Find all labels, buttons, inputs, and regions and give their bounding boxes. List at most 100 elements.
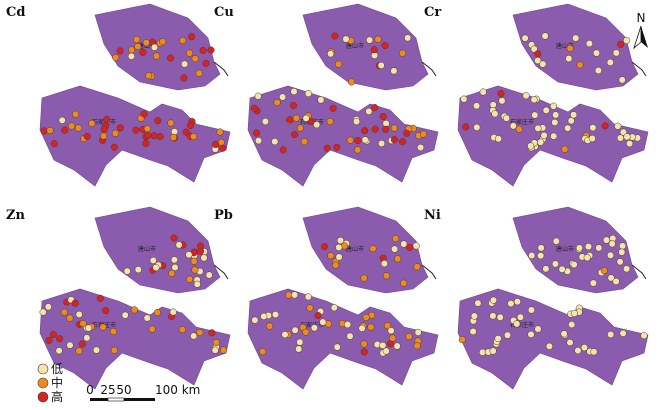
sample-point [381,42,389,50]
city-label: 石家庄市 [300,321,324,329]
sample-point [302,328,310,336]
sample-point [570,111,578,119]
sample-point [566,338,574,347]
sample-point [142,139,150,147]
sample-point [489,312,497,320]
sample-point [61,126,69,134]
sample-point [291,326,299,334]
sample-point [595,244,603,252]
sample-point [66,341,74,349]
sample-point [540,131,548,139]
sample-point [186,121,195,130]
sample-point [102,307,110,315]
sample-point [302,114,310,122]
sample-point [180,74,188,82]
sample-point [208,329,216,337]
city-label: 唐山市 [346,42,364,50]
sample-point [205,271,213,279]
sample-point [68,122,76,130]
sample-point [354,146,362,154]
north-arrow-shape [633,25,642,50]
sample-point [253,129,261,137]
sample-point [400,279,408,287]
sample-point [382,125,390,133]
sample-point [191,55,199,63]
sample-point [331,32,339,40]
sample-point [530,96,538,104]
sample-point [329,104,337,112]
sample-point [607,274,615,282]
sample-point [261,117,269,126]
sample-point [179,36,187,45]
sample-point [344,321,352,329]
sample-point [103,115,111,123]
sample-point [99,323,107,331]
sample-point [254,92,262,100]
sample-point [623,36,631,44]
region [39,85,231,187]
sample-point [489,347,497,355]
sample-point [39,308,47,316]
sample-point [296,338,304,346]
sample-point [326,118,334,126]
sample-point [211,346,219,354]
city-label: 唐山市 [346,245,364,253]
sample-point [49,331,57,339]
sample-point [403,129,411,137]
sample-point [327,252,335,260]
sample-point [361,127,369,135]
sample-point [513,320,521,328]
map-panel: Zn唐山市石家庄市 [6,206,231,390]
sample-point [539,60,547,68]
region [247,85,439,187]
sample-point [75,347,83,355]
sample-point [289,101,298,110]
region [247,288,439,390]
sample-point [360,340,368,348]
sample-point [494,335,502,343]
sample-point [496,313,504,321]
sample-point [152,264,160,272]
sample-point [570,261,578,269]
sample-point [619,242,627,250]
sample-point [513,298,521,306]
sample-point [404,34,412,42]
sample-point [507,300,515,308]
sample-point [202,59,210,67]
sample-point [534,57,542,65]
sample-point [281,331,289,339]
sample-point [285,291,293,299]
sample-point [148,325,156,333]
sample-point [377,61,385,69]
sample-point [45,336,53,344]
sample-point [394,255,402,263]
sample-point [362,313,370,321]
sample-point [374,35,382,43]
sample-point [55,347,63,355]
sample-point [216,128,224,136]
sample-point [111,129,119,137]
sample-point [254,137,263,145]
sample-point [550,132,558,140]
region [457,288,649,390]
sample-point [71,299,79,307]
sample-point [400,240,408,248]
sample-point [319,318,327,326]
sample-point [219,144,227,152]
sample-point [212,140,220,148]
sample-point [292,114,300,122]
sample-point [414,328,422,336]
sample-point [371,104,379,112]
sample-point [367,323,375,331]
sample-point [150,132,158,140]
sample-point [406,243,414,251]
coast [213,61,229,77]
sample-point [417,143,425,152]
sample-point [175,241,183,249]
sample-point [354,137,362,145]
sample-point [290,87,298,96]
sample-point [370,46,378,54]
scale-bar [124,398,155,401]
scale-label: 0 [86,383,94,397]
